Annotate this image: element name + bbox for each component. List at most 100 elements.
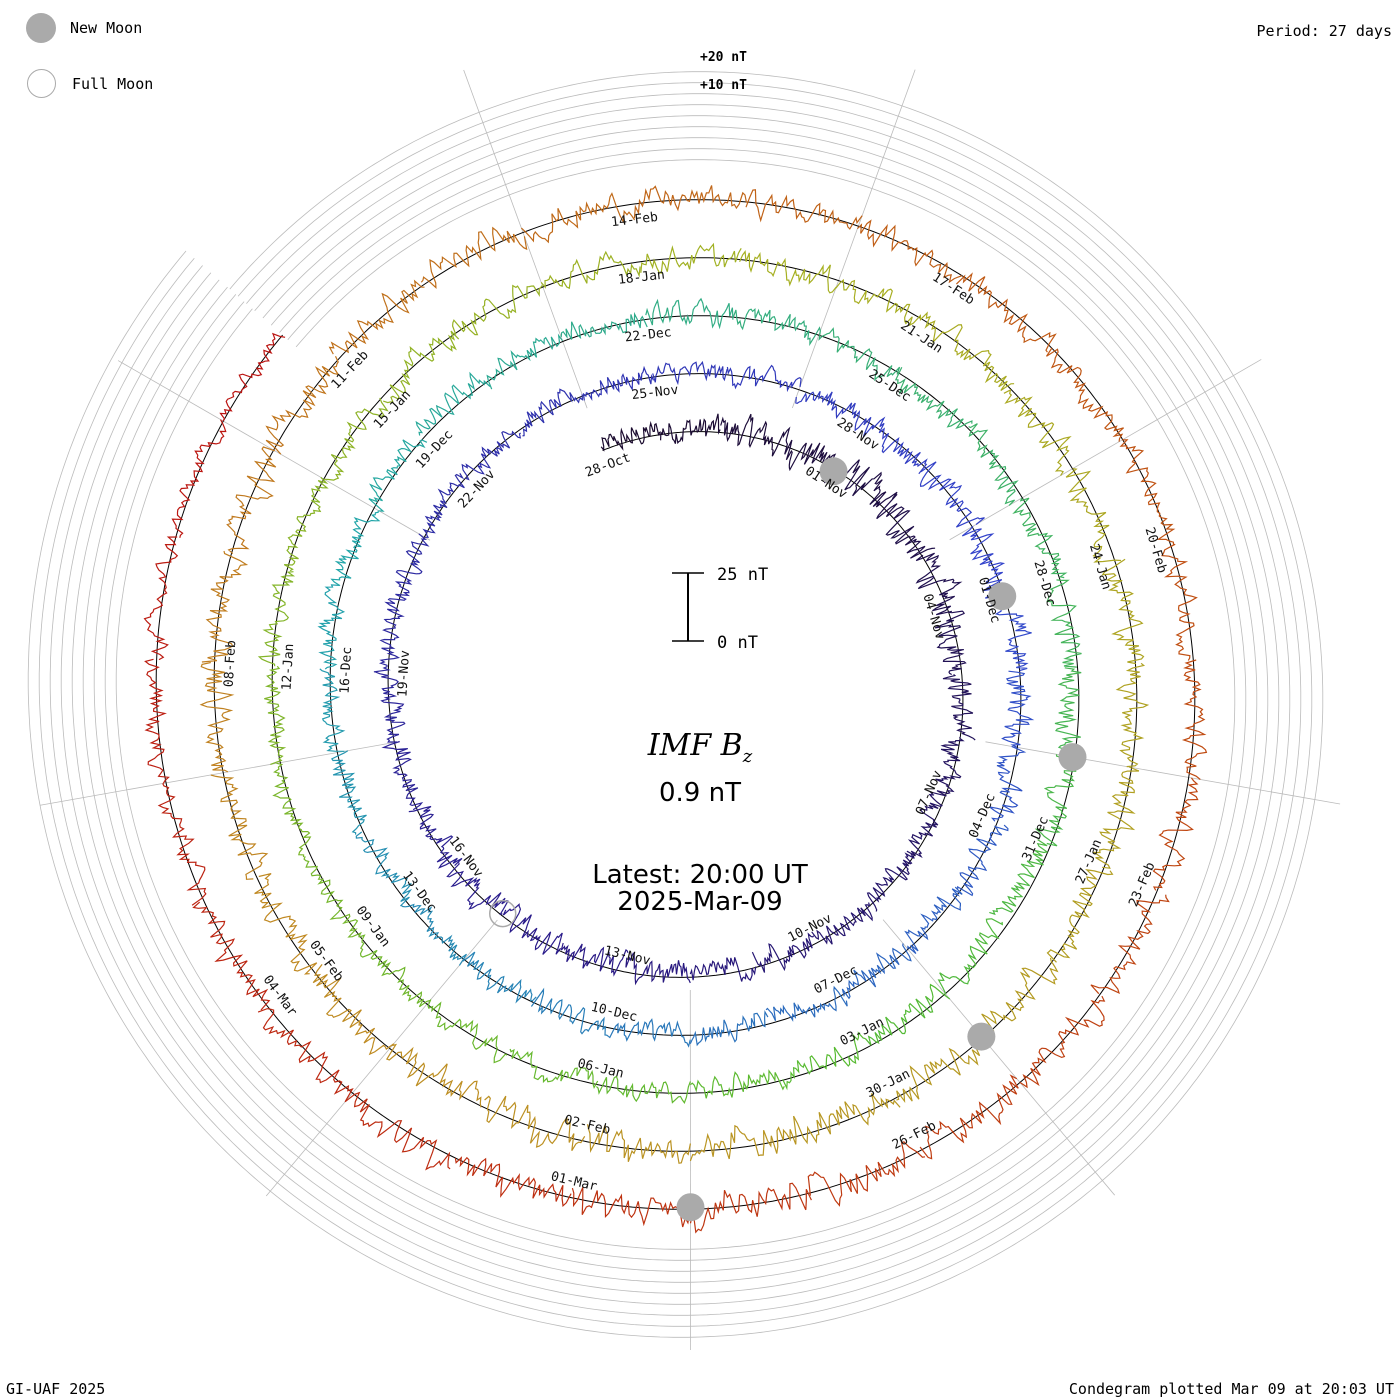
date-label: 07-Dec xyxy=(812,963,861,998)
bz-trace-segment xyxy=(919,461,985,528)
bz-trace-segment xyxy=(157,783,207,906)
bz-trace-segment xyxy=(1045,347,1125,442)
bz-trace-segment xyxy=(522,388,584,437)
latest-time: Latest: 20:00 UT xyxy=(592,860,808,890)
bz-trace-segment xyxy=(989,745,1027,822)
bz-trace-segment xyxy=(1019,995,1106,1089)
bz-trace-segment xyxy=(312,964,395,1056)
bz-trace-segment xyxy=(264,665,287,765)
bz-trace-segment xyxy=(461,430,522,481)
full-moon-marker xyxy=(488,899,517,928)
legend-new-moon: New Moon xyxy=(26,13,142,43)
bz-trace-segment xyxy=(303,856,362,938)
bz-trace-segment xyxy=(906,793,944,859)
bz-trace-segment xyxy=(502,903,563,955)
bz-trace-segment xyxy=(934,610,967,676)
bz-trace-segment xyxy=(375,671,406,743)
bz-trace-segment xyxy=(1119,439,1176,545)
bz-trace-segment xyxy=(381,740,424,811)
bz-trace-segment xyxy=(1101,558,1145,665)
bz-trace-segment xyxy=(595,1075,691,1104)
bz-trace-segment xyxy=(408,805,463,869)
radial-line xyxy=(265,919,498,1197)
date-label: 19-Nov xyxy=(395,650,413,698)
bz-trace-segment xyxy=(865,983,951,1046)
grid-rings xyxy=(27,71,1324,1338)
credit-label: GI-UAF 2025 xyxy=(6,1380,106,1398)
new-moon-marker xyxy=(1058,743,1087,772)
date-label: 30-Jan xyxy=(864,1067,913,1102)
bz-trace-segment xyxy=(689,1009,769,1047)
grid-ring xyxy=(60,104,1291,1305)
bz-trace-segment xyxy=(930,320,1015,391)
scale-bar-bottom-label: 0 nT xyxy=(717,633,758,653)
bz-trace-segment xyxy=(937,918,1003,995)
bz-trace-segment xyxy=(265,355,340,455)
bz-trace-segment xyxy=(144,658,170,784)
bz-trace-segment xyxy=(915,552,963,616)
bz-trace-segment xyxy=(272,762,312,858)
bz-trace-segment xyxy=(383,330,460,404)
bz-trace-segment xyxy=(1046,579,1082,668)
bz-trace-segment xyxy=(219,332,286,422)
bz-trace-segment xyxy=(582,365,655,402)
bz-trace-segment xyxy=(807,1141,926,1207)
bz-trace-segment xyxy=(586,1124,691,1164)
date-label: 06-Jan xyxy=(576,1056,625,1081)
bz-trace-segment xyxy=(862,416,928,475)
grid-ring xyxy=(93,137,1258,1272)
bz-trace-segment xyxy=(387,533,430,601)
bz-trace-segment xyxy=(486,333,563,390)
bz-trace-segment xyxy=(726,364,802,393)
new-moon-label: New Moon xyxy=(70,19,143,37)
date-label: 25-Nov xyxy=(631,383,680,403)
radial-line xyxy=(791,69,916,409)
full-moon-label: Full Moon xyxy=(72,74,154,93)
bz-trace-segment xyxy=(645,297,734,330)
scale-bar: 25 nT 0 nT xyxy=(672,565,768,653)
bz-trace-segment xyxy=(560,311,648,340)
date-label: 18-Jan xyxy=(617,268,665,288)
bz-trace-segment xyxy=(257,571,296,667)
ring-scale-label: +20 nT xyxy=(700,50,747,65)
bz-trace-segment xyxy=(720,413,784,457)
bz-trace-segment xyxy=(955,272,1057,353)
new-moon-icon xyxy=(26,13,56,43)
grid-ring xyxy=(71,115,1280,1294)
scale-bar-top-label: 25 nT xyxy=(717,565,768,585)
bz-trace-segment xyxy=(484,1095,586,1152)
bz-trace-segment xyxy=(1054,667,1082,756)
date-label: 16-Dec xyxy=(337,646,355,694)
bz-trace-segment xyxy=(978,957,1059,1044)
bz-trace-segment xyxy=(856,219,963,284)
radial-lines xyxy=(40,69,1341,1351)
zero-baselines xyxy=(155,199,1196,1210)
date-label: 05-Feb xyxy=(306,938,346,985)
bz-trace-segment xyxy=(1092,766,1140,869)
bz-trace-segment xyxy=(961,525,1011,599)
bz-trace-segment xyxy=(540,250,641,290)
bz-trace-segment xyxy=(876,493,936,559)
bz-trace-segment xyxy=(690,1069,785,1099)
bz-trace-segment xyxy=(896,1033,983,1104)
bz-trace-segment xyxy=(818,327,901,382)
bz-trace-segment xyxy=(530,987,609,1037)
bz-trace-segment xyxy=(283,476,329,572)
bz-trace-segment xyxy=(607,1018,691,1048)
bz-trace-segment xyxy=(199,661,235,773)
bz-trace-segment xyxy=(422,472,465,538)
bz-trace-segment xyxy=(1152,777,1199,891)
bz-trace-segment xyxy=(210,774,269,880)
bz-trace-segment xyxy=(451,284,543,336)
date-label: 26-Feb xyxy=(890,1118,939,1153)
bz-trace-segment xyxy=(942,673,976,741)
bz-trace-segment xyxy=(331,750,367,835)
bz-trace-segment xyxy=(782,1031,866,1091)
date-label: 01-Mar xyxy=(549,1169,598,1194)
date-label: 22-Dec xyxy=(624,325,672,345)
bz-trace-segment xyxy=(689,957,757,982)
bz-trace-segment xyxy=(201,550,249,663)
bz-trace-segment xyxy=(928,737,965,797)
bz-trace-segment xyxy=(373,599,405,673)
